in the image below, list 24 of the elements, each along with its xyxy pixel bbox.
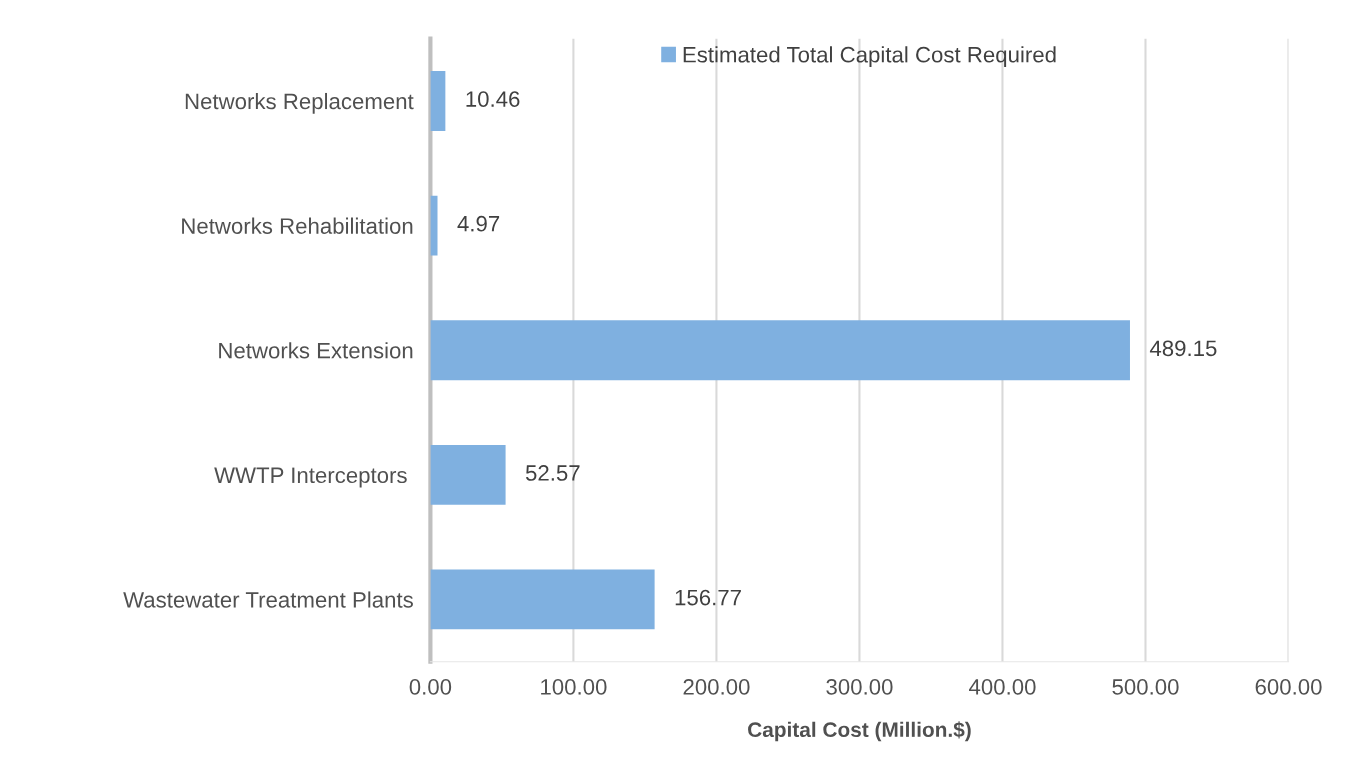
bar xyxy=(430,195,438,256)
data-label: 156.77 xyxy=(675,589,741,606)
y-tick-label: Wastewater Treatment Plants xyxy=(123,591,413,608)
x-tick-label: 300.00 xyxy=(826,679,893,695)
y-tick-label: WWTP Interceptors xyxy=(214,467,407,488)
y-tick-label: Networks Extension xyxy=(219,342,413,359)
x-tick-label: 500.00 xyxy=(1112,679,1179,695)
x-tick-label: 600.00 xyxy=(1255,679,1322,695)
bar xyxy=(430,320,1130,381)
bar xyxy=(430,71,446,131)
x-tick-label: 0.00 xyxy=(409,679,452,695)
y-tick-label: Networks Rehabilitation xyxy=(182,217,413,234)
data-label: 489.15 xyxy=(1149,340,1217,357)
x-axis-title: Capital Cost (Million.$) xyxy=(748,721,971,742)
x-tick-label: 400.00 xyxy=(969,679,1036,695)
data-label: 52.57 xyxy=(525,465,580,481)
x-tick-label: 200.00 xyxy=(683,679,750,695)
data-label: 10.46 xyxy=(466,91,520,107)
x-tick-label: 100.00 xyxy=(541,679,607,695)
y-tick-label: Networks Replacement xyxy=(185,92,414,114)
bar xyxy=(430,569,655,630)
legend-label: Estimated Total Capital Cost Required xyxy=(683,46,1056,67)
data-label: 4.97 xyxy=(457,215,500,232)
bar xyxy=(430,444,506,505)
